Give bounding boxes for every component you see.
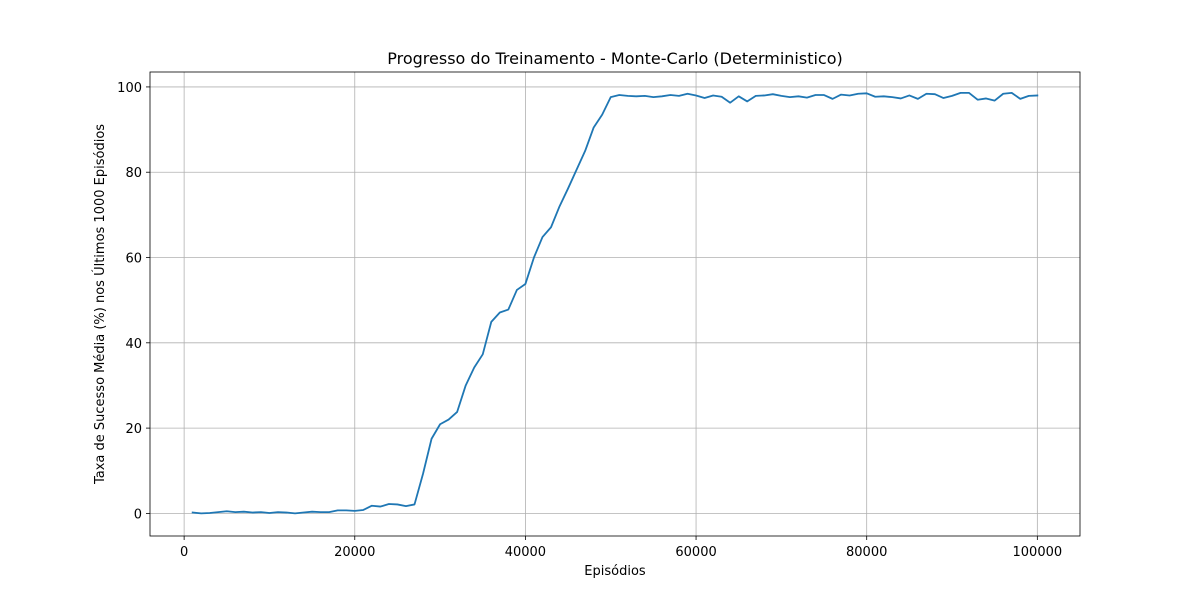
y-tick-label: 0 <box>134 507 142 522</box>
x-tick-label: 60000 <box>675 545 716 560</box>
plot-frame <box>149 71 1081 537</box>
series-layer <box>191 92 1039 515</box>
x-axis-label: Episódios <box>584 564 646 579</box>
x-tick-label: 100000 <box>1013 545 1063 560</box>
grid <box>150 72 1080 536</box>
y-axis-ticks: 0 20 40 60 80 100 <box>117 81 150 522</box>
y-tick-label: 20 <box>125 422 142 437</box>
chart-title: Progresso do Treinamento - Monte-Carlo (… <box>387 49 842 68</box>
x-tick-label: 80000 <box>846 545 887 560</box>
series-line <box>191 92 1039 515</box>
y-tick-label: 60 <box>125 252 142 267</box>
y-tick-label: 40 <box>125 337 142 352</box>
y-tick-label: 80 <box>125 166 142 181</box>
x-tick-label: 40000 <box>505 545 546 560</box>
x-axis-ticks: 0 20000 40000 60000 80000 100000 <box>180 536 1062 560</box>
x-tick-label: 0 <box>180 545 188 560</box>
x-tick-label: 20000 <box>334 545 375 560</box>
y-tick-label: 100 <box>117 81 142 96</box>
y-axis-label: Taxa de Sucesso Média (%) nos Últimos 10… <box>92 124 108 485</box>
